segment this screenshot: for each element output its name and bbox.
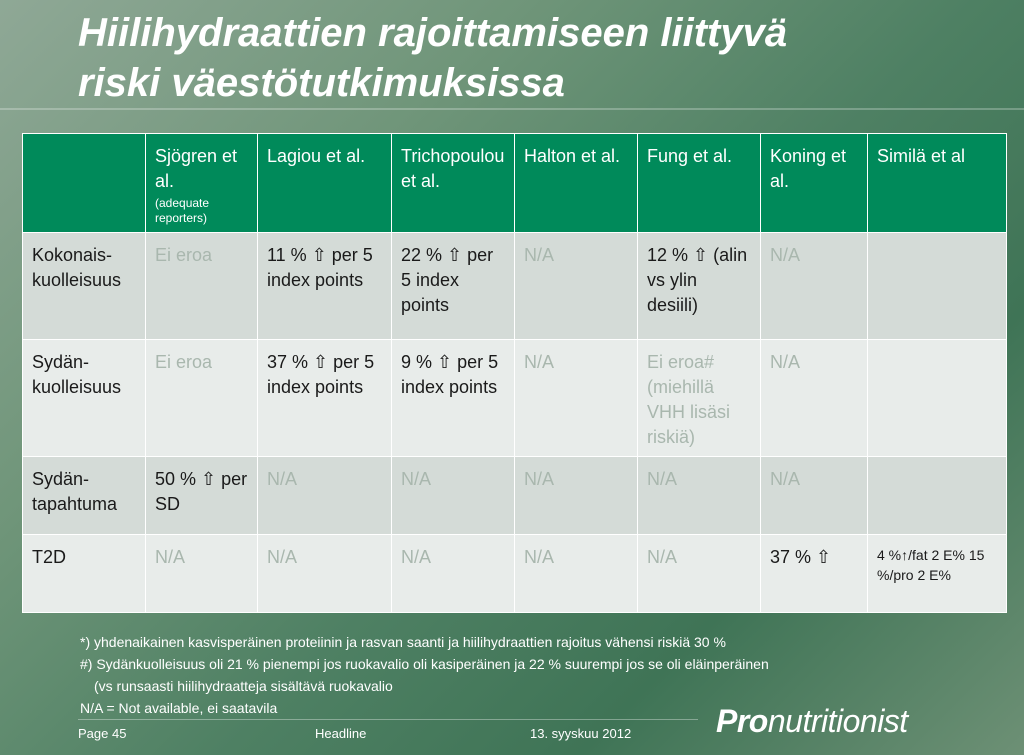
table-cell: N/A xyxy=(514,339,638,457)
footnote-hash: #) Sydänkuolleisuus oli 21 % pienempi jo… xyxy=(80,656,769,672)
footer-date: 13. syyskuu 2012 xyxy=(530,726,632,741)
table-cell: N/A xyxy=(391,456,515,535)
header-cell-sjogren: Sjögren et al. (adequate reporters) xyxy=(145,133,258,233)
table-cell xyxy=(867,339,1007,457)
table-cell: 4 %↑/fat 2 E% 15 %/pro 2 E% xyxy=(867,534,1007,613)
header-cell-koning: Koning et al. xyxy=(760,133,868,233)
footnote-na: N/A = Not available, ei saatavila xyxy=(80,700,278,716)
table-cell: N/A xyxy=(637,534,761,613)
table-cell: 22 % ⇧ per 5 index points xyxy=(391,232,515,340)
footer-headline: Headline xyxy=(315,726,367,741)
header-label: Trichopoulou et al. xyxy=(401,146,505,191)
header-cell-halton: Halton et al. xyxy=(514,133,638,233)
header-cell-fung: Fung et al. xyxy=(637,133,761,233)
table-cell: Ei eroa xyxy=(145,339,258,457)
header-cell-lagiou: Lagiou et al. xyxy=(257,133,392,233)
table-cell: N/A xyxy=(514,456,638,535)
table-cell: N/A xyxy=(637,456,761,535)
row-label: Kokonais-kuolleisuus xyxy=(22,232,146,340)
slide-title: Hiilihydraattien rajoittamiseen liittyvä… xyxy=(78,8,998,108)
table-cell: N/A xyxy=(391,534,515,613)
table-cell: N/A xyxy=(145,534,258,613)
table-cell: 12 % ⇧ (alin vs ylin desiili) xyxy=(637,232,761,340)
table-row: Sydän-kuolleisuus Ei eroa 37 % ⇧ per 5 i… xyxy=(22,339,1007,457)
table-row: Kokonais-kuolleisuus Ei eroa 11 % ⇧ per … xyxy=(22,232,1007,340)
table-cell xyxy=(867,232,1007,340)
table-cell: N/A xyxy=(257,456,392,535)
table-cell: N/A xyxy=(760,232,868,340)
logo-text-bold: Pro xyxy=(716,703,768,739)
table-cell: 50 % ⇧ per SD xyxy=(145,456,258,535)
table-row: T2D N/A N/A N/A N/A N/A 37 % ⇧ 4 %↑/fat … xyxy=(22,534,1007,613)
table-cell: 11 % ⇧ per 5 index points xyxy=(257,232,392,340)
table-cell: N/A xyxy=(760,339,868,457)
header-label: Similä et al xyxy=(877,146,966,166)
table-cell xyxy=(867,456,1007,535)
slide-title-line2: riski väestötutkimuksissa xyxy=(78,61,565,105)
table-cell: N/A xyxy=(760,456,868,535)
row-label: Sydän-tapahtuma xyxy=(22,456,146,535)
footnote-hash-continued: (vs runsaasti hiilihydraatteja sisältävä… xyxy=(94,678,393,694)
table-cell: Ei eroa# (miehillä VHH lisäsi riskiä) xyxy=(637,339,761,457)
header-cell-empty xyxy=(22,133,146,233)
header-cell-simila: Similä et al xyxy=(867,133,1007,233)
header-label: Fung et al. xyxy=(647,146,733,166)
row-label: T2D xyxy=(22,534,146,613)
pronutritionist-logo: Pronutritionist xyxy=(716,703,908,740)
table-row: Sydän-tapahtuma 50 % ⇧ per SD N/A N/A N/… xyxy=(22,456,1007,535)
table-header-row: Sjögren et al. (adequate reporters) Lagi… xyxy=(22,133,1007,233)
footer-page-number: Page 45 xyxy=(78,726,127,741)
table-cell: 37 % ⇧ xyxy=(760,534,868,613)
table-cell: N/A xyxy=(514,534,638,613)
title-divider xyxy=(0,108,1024,110)
header-label: Lagiou et al. xyxy=(267,146,366,166)
footnote-asterisk: *) yhdenaikainen kasvisperäinen proteiin… xyxy=(80,634,726,650)
header-sublabel: (adequate reporters) xyxy=(155,196,210,225)
row-label: Sydän-kuolleisuus xyxy=(22,339,146,457)
header-label: Halton et al. xyxy=(524,146,621,166)
footer-divider xyxy=(78,719,698,720)
results-table: Sjögren et al. (adequate reporters) Lagi… xyxy=(22,133,1007,613)
table-cell: Ei eroa xyxy=(145,232,258,340)
table-cell: N/A xyxy=(257,534,392,613)
table-cell: 37 % ⇧ per 5 index points xyxy=(257,339,392,457)
slide-title-line1: Hiilihydraattien rajoittamiseen liittyvä xyxy=(78,11,788,55)
header-label: Koning et al. xyxy=(770,146,847,191)
header-label: Sjögren et al. xyxy=(155,146,238,191)
table-cell: N/A xyxy=(514,232,638,340)
table-cell: 9 % ⇧ per 5 index points xyxy=(391,339,515,457)
footnotes: *) yhdenaikainen kasvisperäinen proteiin… xyxy=(80,631,980,719)
logo-text-rest: nutritionist xyxy=(767,703,908,739)
header-cell-trichopoulou: Trichopoulou et al. xyxy=(391,133,515,233)
